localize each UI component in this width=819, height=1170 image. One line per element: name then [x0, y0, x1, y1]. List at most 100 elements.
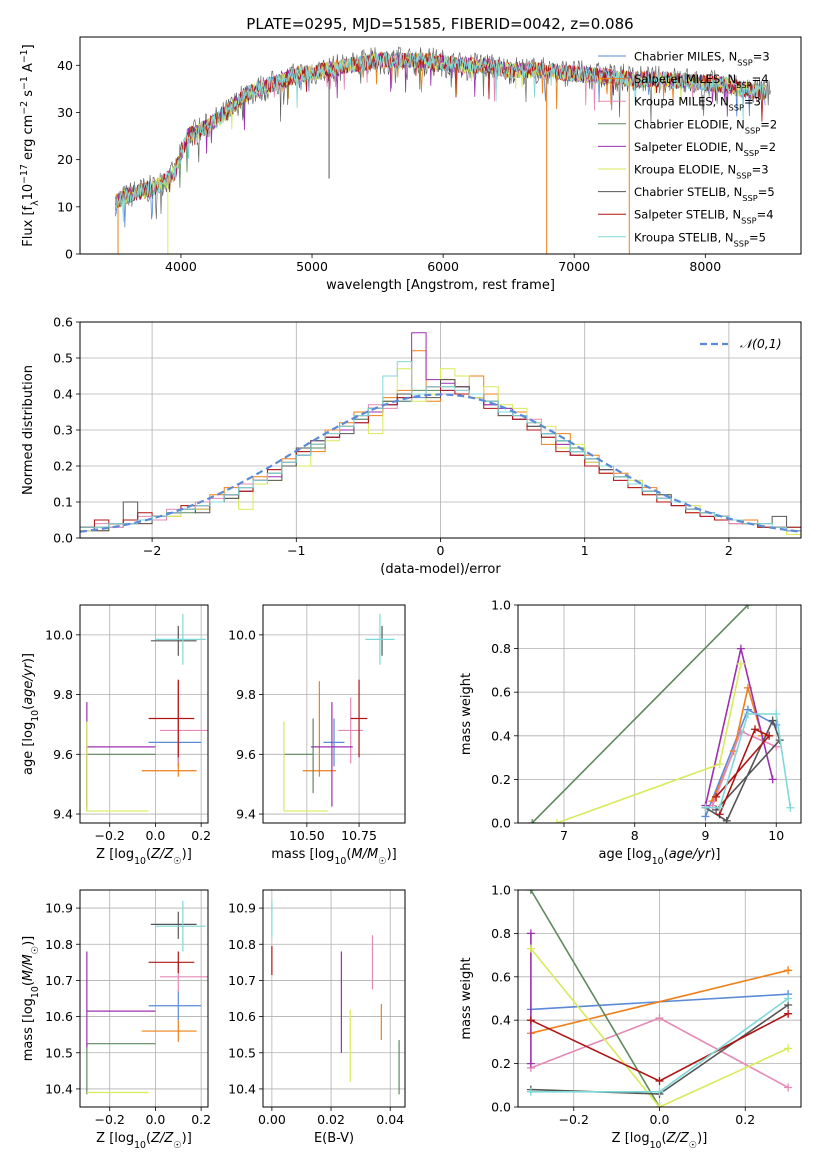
panel-residuals: −2 −1 0 1 2 0.0 0.1 0.2 0.3 0.4 0.5 0.6 (data-model)…	[21, 315, 802, 577]
y-tick-label: 0.6	[53, 315, 73, 330]
errorbar-point	[150, 625, 197, 656]
y-tick-label: 1.0	[491, 883, 511, 898]
y-tick-label: 0.6	[491, 685, 511, 700]
errorbar-point	[86, 1043, 156, 1095]
ticks: −0.2 0.0 0.2 10.4 10.5 10.6 10.7 10.8 10.9	[45, 901, 211, 1127]
hist-kroupa_stelib	[80, 361, 801, 532]
errorbar-point	[302, 681, 337, 777]
ticks: 4000 5000 6000 7000 8000 0 10 20 30 40	[57, 58, 721, 274]
y-axis-label: Flux [fλ10−17 erg cm−2 s−1 A−1]	[19, 44, 41, 246]
ticks: −2 −1 0 1 2 0.0 0.1 0.2 0.3 0.4 0.5 0.6	[53, 315, 733, 559]
y-tick-label: 10.8	[228, 937, 256, 952]
errorbar-point	[148, 718, 202, 767]
plot-area	[271, 900, 400, 1095]
weight-marker	[655, 1014, 664, 1023]
weight-marker	[526, 944, 535, 953]
x-tick-label: 0.00	[258, 1112, 286, 1127]
x-tick-label: 6000	[427, 259, 459, 274]
y-tick-label: 10.8	[45, 937, 73, 952]
x-tick-label: −0.2	[559, 1112, 589, 1127]
legend-label: Kroupa ELODIE, NSSP=3	[634, 163, 769, 181]
plot-area	[86, 900, 208, 1095]
errorbar-point	[155, 900, 206, 952]
y-tick-label: 0.0	[491, 816, 511, 831]
y-tick-label: 10.9	[228, 901, 256, 916]
legend: 𝒩(0,1)	[700, 336, 782, 351]
legend-label: Salpeter MILES, NSSP=4	[634, 72, 769, 90]
weight-marker	[528, 819, 537, 823]
errorbar-point	[148, 679, 195, 758]
figure-title: PLATE=0295, MJD=51585, FIBERID=0042, z=0…	[246, 15, 633, 33]
weight-marker	[715, 803, 724, 812]
y-axis-label: mass [log10(M/M☉)]	[21, 936, 41, 1062]
y-tick-label: 0.8	[491, 926, 511, 941]
grid	[80, 605, 208, 823]
axes-frame	[517, 604, 802, 824]
weight-marker	[736, 659, 745, 668]
legend-label: Kroupa MILES, NSSP=3	[634, 95, 761, 113]
x-tick-label: 0.0	[145, 828, 165, 843]
y-tick-label: 0.2	[491, 772, 511, 787]
legend-label: Kroupa STELIB, NSSP=5	[634, 230, 766, 248]
y-tick-label: 0.4	[53, 387, 73, 402]
x-tick-label: 4000	[165, 259, 197, 274]
legend-label: Salpeter ELODIE, NSSP=2	[634, 140, 776, 158]
x-tick-label: 10.50	[289, 828, 325, 843]
weight-line-kroupa_elodie	[530, 948, 789, 1107]
x-tick-label: 7	[560, 828, 568, 843]
weight-marker	[736, 644, 745, 653]
errorbar-point	[160, 697, 208, 764]
weight-marker	[768, 775, 777, 784]
errorbar-point	[350, 679, 368, 758]
x-tick-label: 0.02	[317, 1112, 345, 1127]
y-tick-label: 9.4	[53, 807, 73, 822]
legend-label: Salpeter STELIB, NSSP=4	[634, 208, 774, 226]
errorbar-point	[148, 991, 202, 1021]
weight-marker	[722, 816, 731, 823]
x-axis-label: Z [log10(Z/Z☉)]	[96, 1131, 192, 1151]
weight-marker	[743, 710, 752, 718]
y-tick-label: 9.8	[236, 687, 256, 702]
legend: Chabrier MILES, NSSP=3 Salpeter MILES, NS…	[598, 50, 777, 248]
legend-label: Chabrier MILES, NSSP=3	[634, 50, 770, 68]
x-tick-label: 8000	[689, 259, 721, 274]
errorbar-point	[141, 681, 197, 777]
x-axis-label: Z [log10(Z/Z☉)]	[612, 1131, 708, 1151]
y-tick-label: 40	[57, 58, 73, 73]
ticks: −0.2 0.0 0.2 0.0 0.2 0.4 0.6 0.8 1.0	[491, 883, 755, 1128]
errorbar-point	[150, 911, 197, 939]
weight-marker	[784, 1083, 793, 1092]
panel-weight_vs_age: 7 8 9 10 0.0 0.2 0.4 0.6 0.8 1.0 age [log10(age/yr…	[459, 598, 802, 867]
y-tick-label: 1.0	[491, 598, 511, 613]
y-tick-label: 9.6	[236, 747, 256, 762]
y-tick-label: 10.4	[228, 1081, 256, 1096]
plot-area	[115, 46, 771, 254]
weight-marker	[786, 803, 795, 812]
errorbar-point	[311, 702, 353, 807]
y-tick-label: 10.7	[45, 973, 73, 988]
ticks: 10.50 10.75 9.4 9.6 9.8 10.0	[228, 627, 377, 843]
weight-marker	[526, 1087, 535, 1096]
grid	[80, 890, 208, 1107]
x-tick-label: −0.2	[95, 828, 125, 843]
weight-marker	[701, 803, 710, 812]
errorbar-point	[148, 951, 195, 974]
x-axis-label: Z [log10(Z/Z☉)]	[96, 847, 192, 867]
weight-line-salpeter_stelib	[715, 728, 771, 815]
errorbar-point	[155, 613, 206, 665]
plot-area	[528, 605, 795, 823]
y-tick-label: 0.3	[53, 423, 73, 438]
weight-marker	[736, 727, 745, 736]
x-tick-label: 0.04	[376, 1112, 404, 1127]
y-tick-label: 0.0	[491, 1100, 511, 1115]
weight-marker	[784, 1044, 793, 1053]
x-tick-label: 0.0	[145, 1112, 165, 1127]
panel-age_vs_mass: 10.50 10.75 9.4 9.6 9.8 10.0 mass [log10(M/M☉)…	[228, 604, 406, 867]
axes-frame	[79, 604, 209, 824]
y-tick-label: 10.0	[228, 627, 256, 642]
x-axis-label: wavelength [Angstrom, rest frame]	[326, 278, 555, 293]
gaussian-curve	[80, 393, 801, 533]
x-tick-label: 2	[725, 543, 733, 558]
weight-marker	[765, 731, 774, 740]
plot-area	[526, 890, 793, 1107]
